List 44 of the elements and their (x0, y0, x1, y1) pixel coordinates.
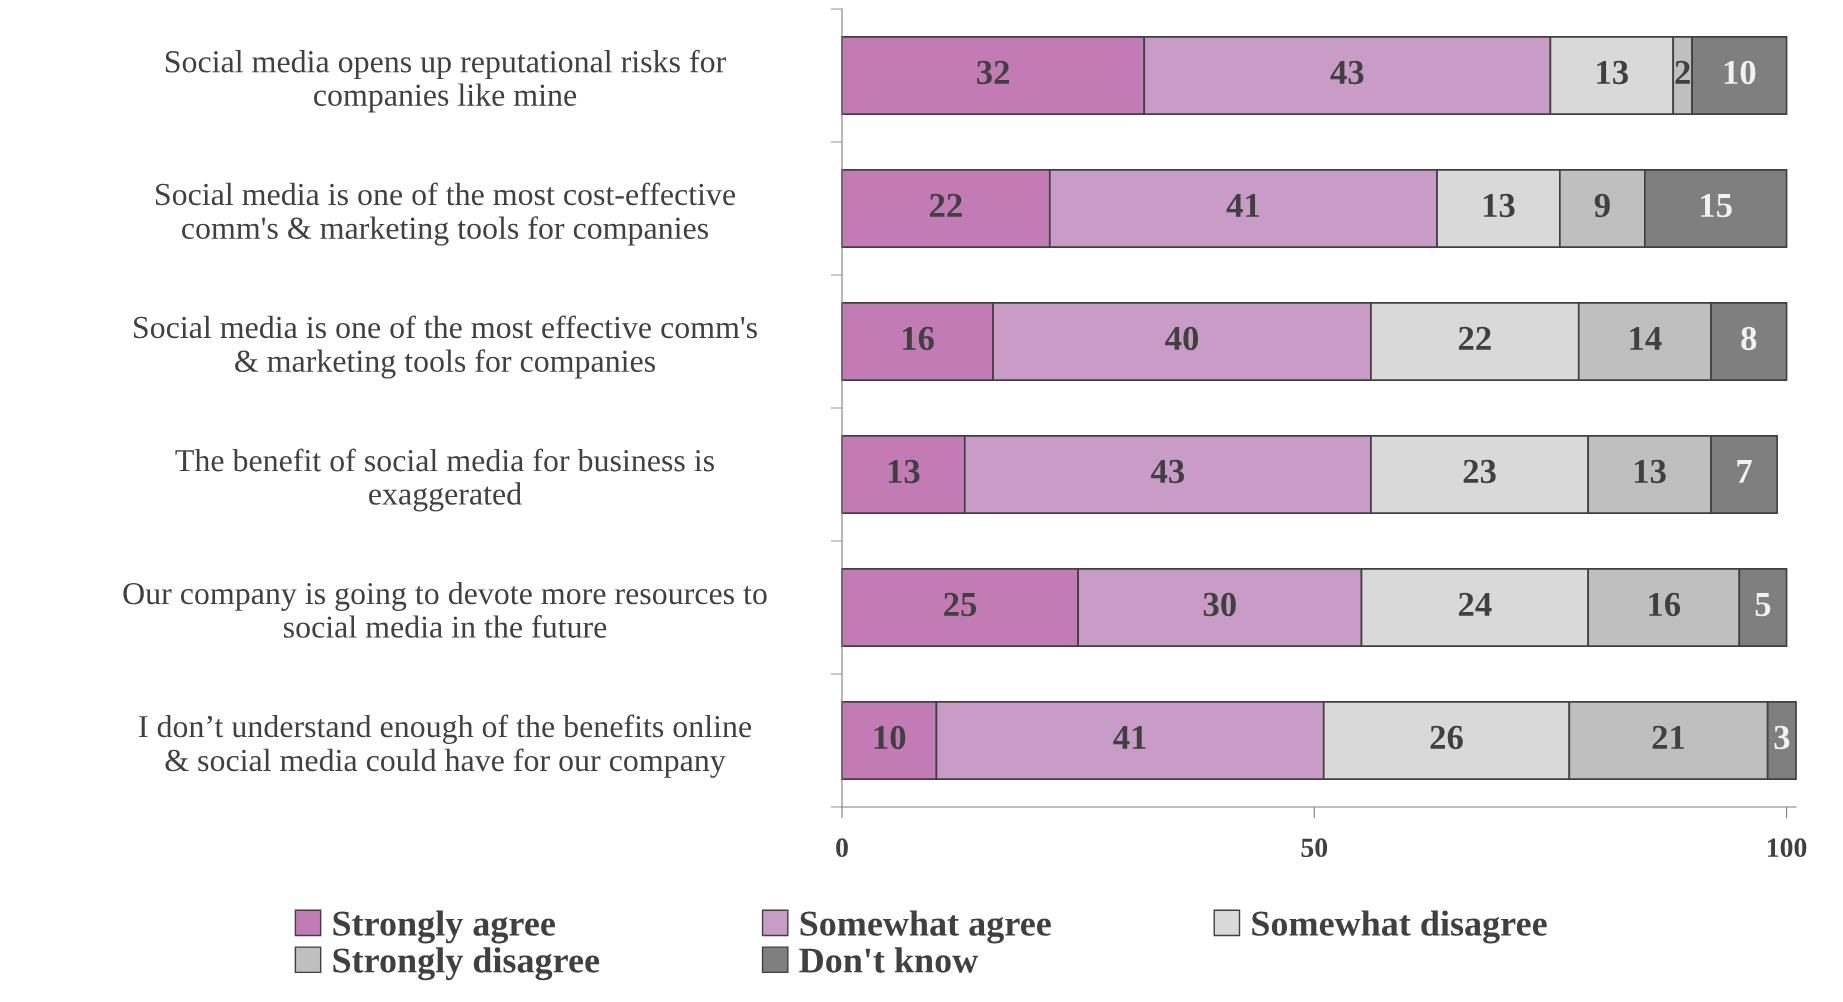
data-label: 24 (1458, 592, 1492, 616)
data-label: 41 (1226, 193, 1259, 217)
y-tick-label: I don’t understand enough of the benefits online & social media could have for our company (139, 714, 751, 778)
data-label: 13 (1483, 193, 1515, 218)
x-tick-label: 0 (836, 838, 848, 858)
data-label: 15 (1701, 193, 1732, 218)
data-label: 13 (1635, 459, 1666, 484)
y-tick-label: The benefit of social media for business is exaggerated (175, 448, 714, 512)
data-label: 5 (1755, 593, 1771, 617)
data-label: 22 (1458, 326, 1491, 350)
data-label: 30 (1203, 592, 1236, 617)
data-label: 25 (944, 592, 977, 617)
data-label: 10 (1724, 60, 1756, 85)
x-tick-label: 100 (1767, 838, 1807, 858)
data-label: 8 (1741, 326, 1757, 351)
data-label: 14 (1630, 326, 1662, 350)
y-tick-label: Social media opens up reputational risks for companies like mine (165, 49, 726, 113)
data-label: 32 (977, 60, 1009, 85)
data-label: 43 (1330, 60, 1364, 85)
data-label: 2 (1675, 60, 1690, 84)
data-label: 23 (1463, 459, 1496, 484)
x-tick-label: 50 (1301, 838, 1328, 858)
y-tick-label: Our company is going to devote more resources to social media in the future (123, 581, 767, 638)
legend-label: Don't know (799, 947, 979, 973)
y-tick-label: Social media is one of the most cost-effective comm's & marketing tools for companies (156, 182, 736, 246)
data-label: 13 (888, 459, 920, 484)
data-label: 40 (1165, 326, 1199, 351)
data-label: 22 (930, 193, 962, 217)
data-label: 43 (1150, 459, 1185, 484)
data-label: 21 (1652, 725, 1685, 749)
data-label: 16 (1649, 592, 1681, 617)
legend-label: Somewhat disagree (1252, 910, 1547, 944)
data-label: 9 (1594, 193, 1610, 218)
legend-label: Somewhat agree (800, 910, 1051, 944)
data-label: 10 (874, 725, 906, 750)
data-label: 41 (1113, 725, 1146, 749)
data-label: 13 (1597, 60, 1628, 85)
data-label: 7 (1737, 460, 1752, 483)
data-label: 26 (1430, 725, 1463, 750)
legend-label: Strongly disagree (333, 947, 600, 981)
y-tick-label: Social media is one of the most effective comm's & marketing tools for companies (134, 315, 757, 379)
data-label: 3 (1774, 725, 1790, 750)
legend-label: Strongly agree (333, 910, 555, 944)
data-label: 16 (902, 326, 934, 351)
